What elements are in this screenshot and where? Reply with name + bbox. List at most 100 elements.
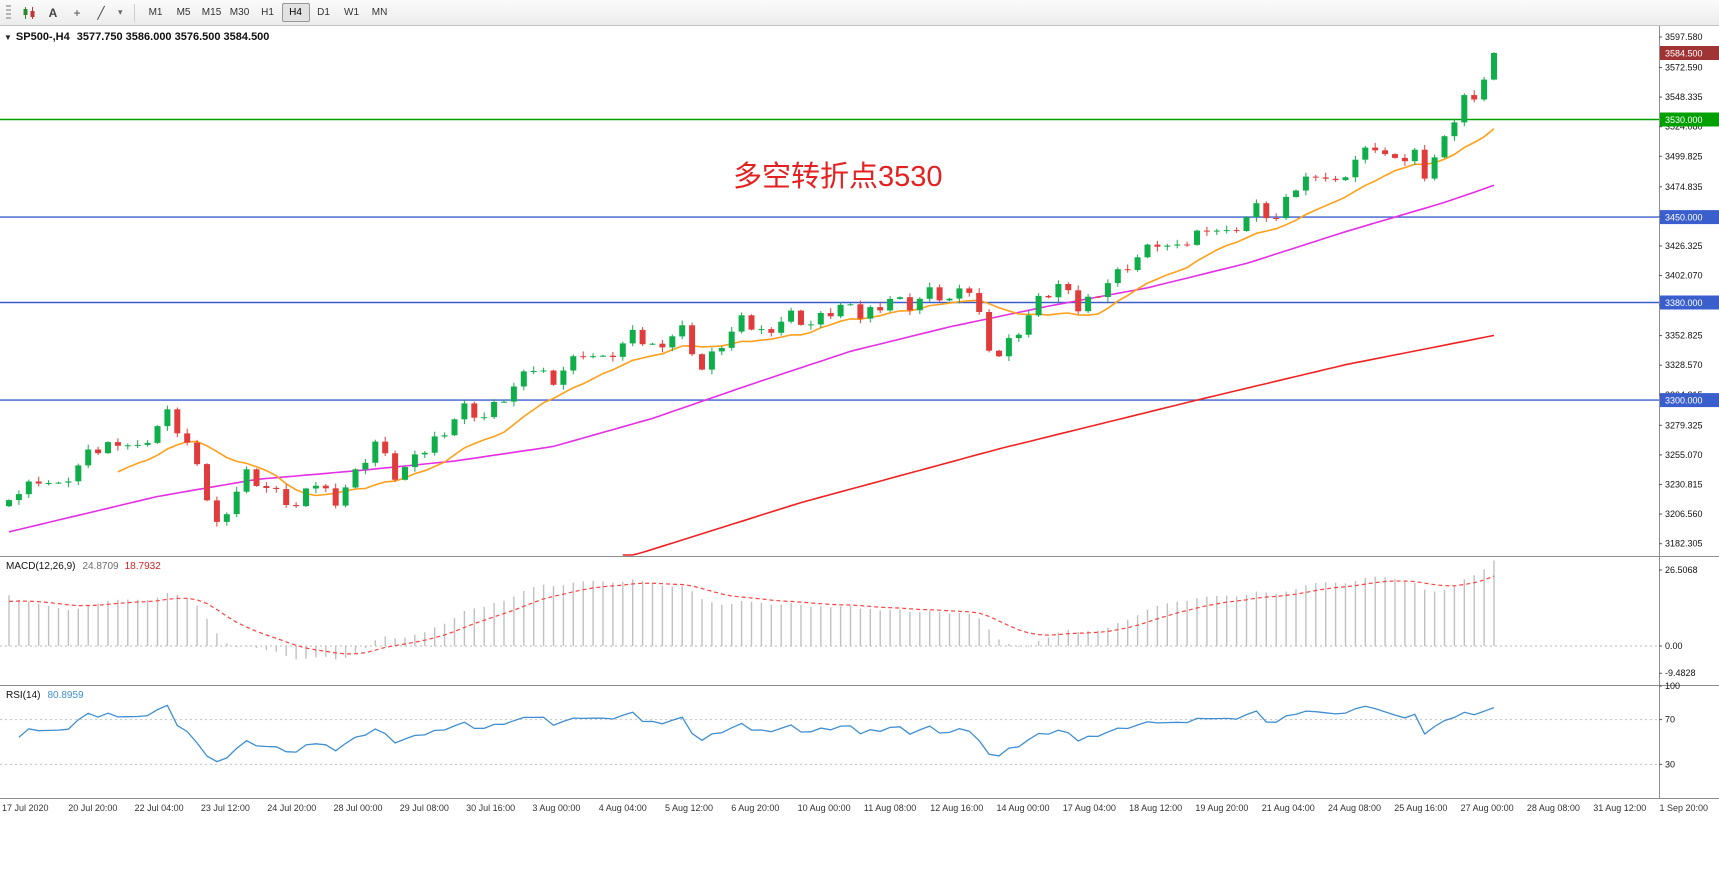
- text-tool-button[interactable]: A: [48, 5, 58, 20]
- candles-layer: [6, 52, 1497, 527]
- price-axis-label: 3474.835: [1665, 182, 1703, 192]
- time-axis-label: 27 Aug 00:00: [1460, 803, 1514, 813]
- time-axis-label: 21 Aug 04:00: [1261, 803, 1315, 813]
- price-axis-label: 3182.305: [1665, 539, 1703, 549]
- macd-axis-label: -9.4828: [1665, 668, 1696, 678]
- ma-slow-line: [622, 334, 1495, 556]
- time-axis-label: 18 Aug 12:00: [1129, 803, 1183, 813]
- time-axis-label: 31 Aug 12:00: [1593, 803, 1647, 813]
- time-axis-label: 24 Aug 08:00: [1328, 803, 1382, 813]
- crosshair-tool-button[interactable]: +: [73, 5, 81, 20]
- level-price-badge: 3450.000: [1660, 210, 1719, 225]
- price-axis-label: 3548.335: [1665, 92, 1703, 102]
- macd-signal-value: 18.7932: [124, 561, 161, 572]
- macd-signal-line: [8, 575, 1495, 655]
- macd-axis-label: 0.00: [1665, 641, 1683, 651]
- time-axis-label: 14 Aug 00:00: [996, 803, 1050, 813]
- price-axis-label: 3524.080: [1665, 122, 1703, 132]
- panel-separators: [0, 26, 1719, 799]
- candlestick-chart-icon: [23, 6, 35, 19]
- toolbar-separator: [133, 3, 135, 22]
- time-axis-label: 11 Aug 08:00: [863, 803, 917, 813]
- timeframe-m1-button[interactable]: M1: [148, 7, 163, 18]
- time-axis-label: 22 Jul 04:00: [134, 803, 184, 813]
- ma-mid-line: [8, 184, 1495, 533]
- time-axis-label: 19 Aug 20:00: [1195, 803, 1249, 813]
- price-axis-label: 3572.590: [1665, 63, 1703, 73]
- rsi-axis-label: 100: [1665, 681, 1680, 691]
- timeframe-h1-button[interactable]: H1: [261, 7, 274, 18]
- macd-axis-label: 26.5068: [1665, 565, 1698, 575]
- time-axis-label: 17 Aug 04:00: [1062, 803, 1116, 813]
- ohlc-values-label: 3577.750 3586.000 3576.500 3584.500: [76, 31, 270, 43]
- price-axis-label: 3426.325: [1665, 241, 1703, 251]
- price-axis-label: 3328.570: [1665, 360, 1703, 370]
- time-axis-label: 24 Jul 20:00: [267, 803, 317, 813]
- symbol-timeframe-label: SP500-,H4: [15, 31, 70, 43]
- time-axis-label: 20 Jul 20:00: [68, 803, 118, 813]
- last-price-badge: 3584.500: [1660, 46, 1719, 60]
- time-axis-label: 10 Aug 00:00: [797, 803, 851, 813]
- time-axis-label: 23 Jul 12:00: [200, 803, 250, 813]
- price-axis-label: 3279.325: [1665, 420, 1703, 430]
- price-axis-label: 3402.070: [1665, 271, 1703, 281]
- rsi-panel[interactable]: 100 70 30: [0, 681, 1680, 769]
- timeframe-m15-button[interactable]: M15: [201, 7, 222, 18]
- timeframe-switcher: M1 M5 M15 M30 H1 H4 D1 W1 MN: [142, 3, 394, 22]
- price-axis-label: 3499.825: [1665, 151, 1703, 161]
- level-price-badge: 3530.000: [1660, 112, 1719, 127]
- price-axis-label: 3206.560: [1665, 509, 1703, 519]
- svg-text:3584.500: 3584.500: [1665, 49, 1703, 59]
- time-axis-label: 17 Jul 2020: [2, 803, 49, 813]
- svg-text:3450.000: 3450.000: [1665, 213, 1703, 223]
- time-axis[interactable]: 17 Jul 2020 20 Jul 20:00 22 Jul 04:00 23 Ju…: [0, 801, 1719, 817]
- macd-value: 24.8709: [82, 561, 119, 572]
- macd-panel[interactable]: 26.5068 0.00 -9.4828: [0, 560, 1698, 678]
- time-axis-label: 25 Aug 16:00: [1394, 803, 1448, 813]
- time-axis-label: 28 Aug 08:00: [1526, 803, 1580, 813]
- price-axis[interactable]: 3597.580 3572.590 3548.335 3524.080 3499.825…: [1659, 32, 1719, 549]
- timeframe-m30-button[interactable]: M30: [229, 7, 250, 18]
- svg-text:3300.000: 3300.000: [1665, 396, 1703, 406]
- rsi-line: [18, 704, 1495, 763]
- time-axis-label: 12 Aug 16:00: [930, 803, 984, 813]
- rsi-value: 80.8959: [47, 690, 84, 701]
- level-price-badge: 3380.000: [1660, 295, 1719, 310]
- svg-text:3530.000: 3530.000: [1665, 115, 1703, 125]
- time-axis-label: 1 Sep 20:00: [1659, 803, 1709, 813]
- timeframe-h4-button[interactable]: H4: [281, 3, 310, 22]
- chart-annotation-text[interactable]: 多空转折点3530: [733, 161, 943, 193]
- timeframe-mn-button[interactable]: MN: [371, 7, 388, 18]
- time-axis-label: 4 Aug 04:00: [598, 803, 647, 813]
- trendline-tool-button[interactable]: ╱: [97, 5, 105, 20]
- price-axis-label: 3255.070: [1665, 450, 1703, 460]
- level-price-badge: 3300.000: [1660, 393, 1719, 408]
- price-chart-panel[interactable]: [0, 52, 1659, 556]
- chart-title: ▼ SP500-,H4 3577.750 3586.000 3576.500 358…: [4, 31, 269, 43]
- drawing-tools-dropdown[interactable]: ▾: [118, 7, 123, 17]
- svg-text:3380.000: 3380.000: [1665, 298, 1703, 308]
- time-axis-label: 30 Jul 16:00: [466, 803, 516, 813]
- time-axis-label: 28 Jul 00:00: [333, 803, 383, 813]
- timeframe-w1-button[interactable]: W1: [344, 7, 360, 18]
- time-axis-label: 6 Aug 20:00: [731, 803, 780, 813]
- toolbar-grip-handle[interactable]: [6, 4, 11, 21]
- chart-type-button[interactable]: [18, 3, 40, 23]
- price-axis-label: 3597.580: [1665, 32, 1703, 42]
- macd-name: MACD(12,26,9): [6, 561, 76, 572]
- timeframe-d1-button[interactable]: D1: [317, 7, 330, 18]
- rsi-axis-label: 70: [1665, 715, 1675, 725]
- rsi-name: RSI(14): [6, 690, 41, 701]
- price-axis-label: 3352.825: [1665, 331, 1703, 341]
- main-toolbar: A + ╱ ▾ M1 M5 M15 M30 H1 H4 D1 W1 MN: [0, 0, 1719, 26]
- timeframe-m5-button[interactable]: M5: [176, 7, 191, 18]
- rsi-indicator-label: RSI(14) 80.8959: [6, 690, 84, 701]
- rsi-axis-label: 30: [1665, 759, 1675, 769]
- time-axis-label: 29 Jul 08:00: [399, 803, 449, 813]
- macd-indicator-label: MACD(12,26,9) 24.8709 18.7932: [6, 561, 161, 572]
- time-axis-label: 5 Aug 12:00: [665, 803, 714, 813]
- time-axis-label: 3 Aug 00:00: [532, 803, 581, 813]
- price-axis-label: 3230.815: [1665, 480, 1703, 490]
- collapse-toggle-icon[interactable]: ▼: [4, 33, 12, 42]
